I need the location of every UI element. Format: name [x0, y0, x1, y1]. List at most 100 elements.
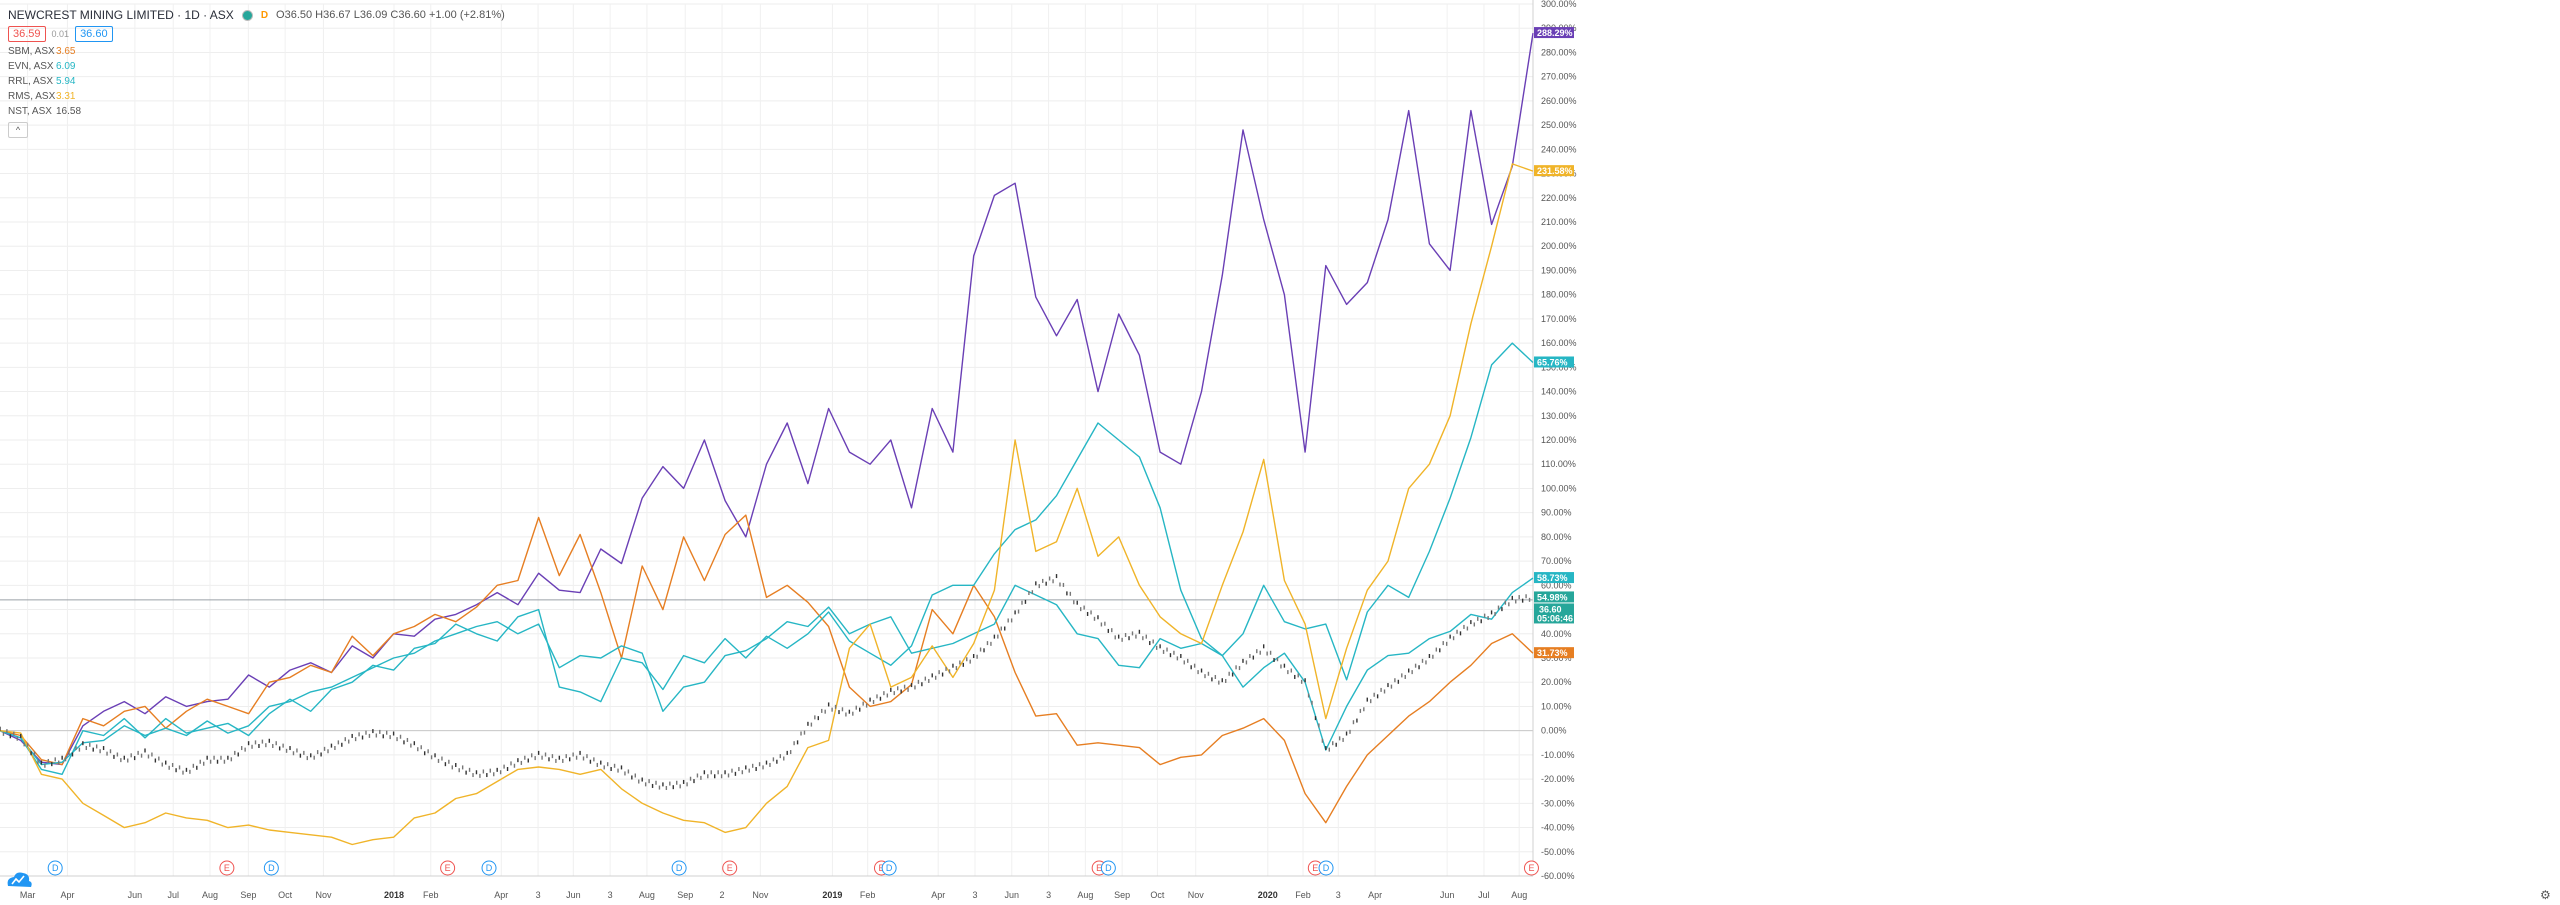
candle-mark	[313, 755, 315, 760]
candle-mark	[1111, 628, 1113, 633]
candle-mark	[413, 741, 416, 746]
candle-mark	[354, 737, 357, 742]
compare-symbol-row[interactable]: RRL, ASX 5.94	[8, 76, 505, 87]
candle-mark	[1307, 693, 1310, 698]
candle-mark	[1242, 658, 1244, 663]
candle-mark	[1414, 663, 1417, 668]
candle-mark	[240, 746, 243, 751]
candle-mark	[596, 762, 599, 767]
candle-mark	[144, 748, 146, 753]
y-tick-label: 170.00%	[1541, 314, 1577, 324]
candle-mark	[506, 767, 509, 771]
x-tick-label: Aug	[639, 890, 655, 900]
compare-symbol-row[interactable]: SBM, ASX3.65	[8, 46, 505, 57]
last-value-tag: 65.76%	[1534, 356, 1574, 368]
candle-mark	[731, 768, 733, 773]
candle-mark	[865, 703, 868, 708]
buy-price-button[interactable]: 36.60	[75, 26, 113, 42]
x-tick-label: Jun	[1005, 890, 1020, 900]
candle-mark	[330, 743, 333, 748]
compare-symbol-row[interactable]: NST, ASX 16.58	[8, 106, 505, 117]
candle-mark	[1079, 607, 1082, 612]
candle-mark	[499, 770, 502, 775]
last-value-tag: 54.98%	[1534, 591, 1574, 603]
event-label: E	[1528, 863, 1534, 873]
candle-mark	[769, 762, 771, 767]
candle-mark	[1073, 600, 1075, 605]
compare-symbol-row[interactable]: RMS, ASX3.31	[8, 91, 505, 102]
candle-mark	[392, 731, 395, 736]
sell-price-button[interactable]: 36.59	[8, 26, 46, 42]
last-value-tag: 31.73%	[1534, 647, 1574, 659]
candle-mark	[47, 758, 50, 763]
candle-mark	[555, 758, 557, 763]
candle-mark	[1304, 678, 1306, 683]
candle-mark	[1425, 660, 1427, 665]
compare-symbol-row[interactable]: EVN, ASX 6.09	[8, 61, 505, 72]
candle-mark	[137, 750, 139, 755]
candle-mark	[185, 767, 188, 772]
y-tick-label: 80.00%	[1541, 532, 1572, 542]
y-tick-label: 140.00%	[1541, 387, 1577, 397]
x-tick-label: 3	[972, 890, 977, 900]
series-line-2	[0, 342, 1534, 775]
candle-mark	[696, 773, 699, 778]
event-label: D	[1105, 863, 1112, 873]
candle-mark	[631, 775, 633, 780]
candle-mark	[807, 721, 809, 726]
y-tick-label: 160.00%	[1541, 338, 1577, 348]
y-tick-label: -50.00%	[1541, 847, 1575, 857]
x-tick-label: 2	[720, 890, 725, 900]
candle-mark	[1276, 657, 1279, 662]
candle-mark	[386, 730, 388, 735]
candle-mark	[1328, 747, 1330, 752]
candle-mark	[216, 759, 219, 764]
candle-mark	[472, 773, 474, 778]
candle-mark	[1332, 741, 1334, 746]
candle-mark	[914, 685, 916, 690]
candle-mark	[1515, 599, 1517, 604]
y-tick-label: 240.00%	[1541, 144, 1577, 154]
candle-mark	[834, 704, 837, 709]
candle-mark	[859, 707, 861, 712]
candle-mark	[676, 780, 678, 785]
candle-mark	[593, 757, 595, 762]
candle-mark	[441, 756, 443, 761]
candle-mark	[1024, 599, 1027, 604]
candle-mark	[299, 753, 302, 758]
candle-mark	[1273, 658, 1275, 662]
svg-text:231.58%: 231.58%	[1537, 166, 1573, 176]
candle-mark	[161, 762, 163, 767]
candle-mark	[20, 733, 22, 738]
chevron-up-icon[interactable]: ^	[8, 122, 28, 138]
candle-mark	[1480, 619, 1482, 624]
candle-mark	[261, 739, 264, 744]
candle-mark	[95, 744, 98, 749]
svg-text:58.73%: 58.73%	[1537, 573, 1568, 583]
candle-mark	[1383, 689, 1386, 694]
candle-mark	[1411, 670, 1413, 675]
candle-mark	[783, 756, 785, 761]
candle-mark	[751, 763, 754, 768]
candle-mark	[534, 756, 536, 761]
candle-mark	[1321, 738, 1324, 743]
candle-mark	[679, 784, 681, 789]
gear-icon[interactable]: ⚙	[2540, 888, 2551, 902]
candle-mark	[489, 768, 491, 773]
candle-mark	[1294, 674, 1296, 679]
candle-mark	[1104, 621, 1106, 626]
x-tick-label: 3	[536, 890, 541, 900]
candle-mark	[1031, 590, 1034, 595]
candle-mark	[714, 774, 716, 779]
dividend-marker-icon: D	[260, 9, 269, 21]
x-tick-label: 3	[608, 890, 613, 900]
candle-mark	[568, 757, 571, 762]
candle-mark	[831, 707, 833, 712]
candle-mark	[893, 691, 895, 696]
series-line-4	[0, 163, 1534, 846]
candle-mark	[327, 749, 329, 754]
candle-mark	[1528, 597, 1531, 602]
tradingview-logo-icon[interactable]	[4, 868, 34, 892]
